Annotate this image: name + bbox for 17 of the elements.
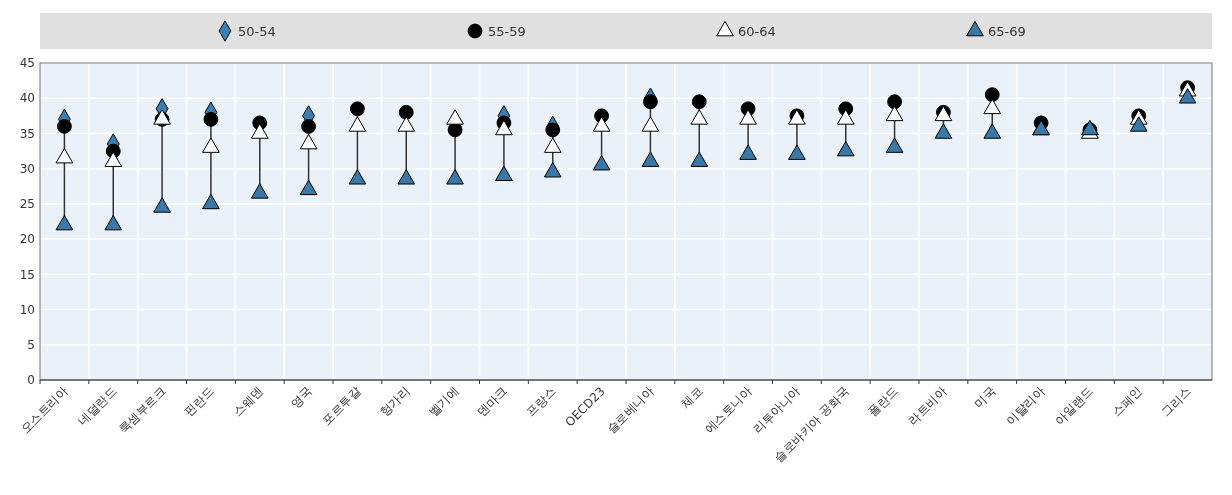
legend-label: 65-69	[988, 23, 1026, 39]
y-tick-label: 40	[19, 91, 35, 106]
legend-label: 55-59	[488, 23, 526, 39]
x-tick-label: 체코	[678, 384, 706, 412]
y-tick-label: 25	[19, 197, 35, 212]
y-tick-label: 20	[19, 232, 35, 247]
y-tick-label: 5	[27, 337, 35, 352]
y-tick-label: 45	[19, 56, 35, 71]
y-tick-label: 15	[19, 267, 35, 282]
y-tick-label: 10	[19, 302, 35, 317]
legend-label: 60-64	[738, 23, 776, 39]
y-tick-label: 0	[27, 373, 35, 388]
x-tick-label: 영국	[287, 384, 315, 412]
y-tick-label: 30	[19, 161, 35, 176]
legend-label: 50-54	[238, 23, 276, 39]
x-tick-label: 미국	[971, 384, 999, 412]
y-tick-label: 35	[19, 126, 35, 141]
